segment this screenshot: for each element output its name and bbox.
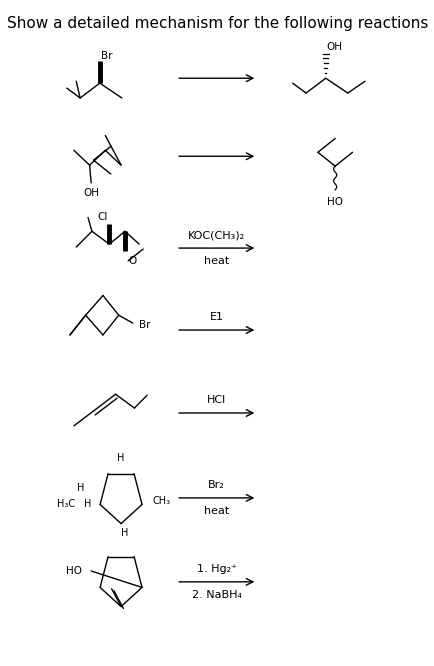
Text: H: H [121,528,128,538]
Text: CH₃: CH₃ [152,496,170,506]
Text: Cl: Cl [98,212,108,222]
Text: HO: HO [66,566,82,576]
Text: HCl: HCl [207,395,226,405]
Text: O: O [128,256,136,266]
Text: Br: Br [139,320,150,330]
Text: HO: HO [326,196,342,206]
Text: Br₂: Br₂ [208,480,224,490]
Text: Show a detailed mechanism for the following reactions: Show a detailed mechanism for the follow… [7,16,427,31]
Text: H₃C: H₃C [57,499,75,509]
Text: H: H [84,499,91,509]
Text: H: H [77,483,85,493]
Text: H: H [117,454,125,464]
Text: heat: heat [204,505,229,515]
Text: KOC(CH₃)₂: KOC(CH₃)₂ [188,230,245,240]
Text: E1: E1 [209,312,223,322]
Text: OH: OH [326,42,342,52]
Text: Br: Br [101,51,113,61]
Text: heat: heat [204,256,229,266]
Text: 2. NaBH₄: 2. NaBH₄ [191,590,241,600]
Text: 1. Hg₂⁺: 1. Hg₂⁺ [196,564,236,574]
Text: OH: OH [83,188,99,198]
